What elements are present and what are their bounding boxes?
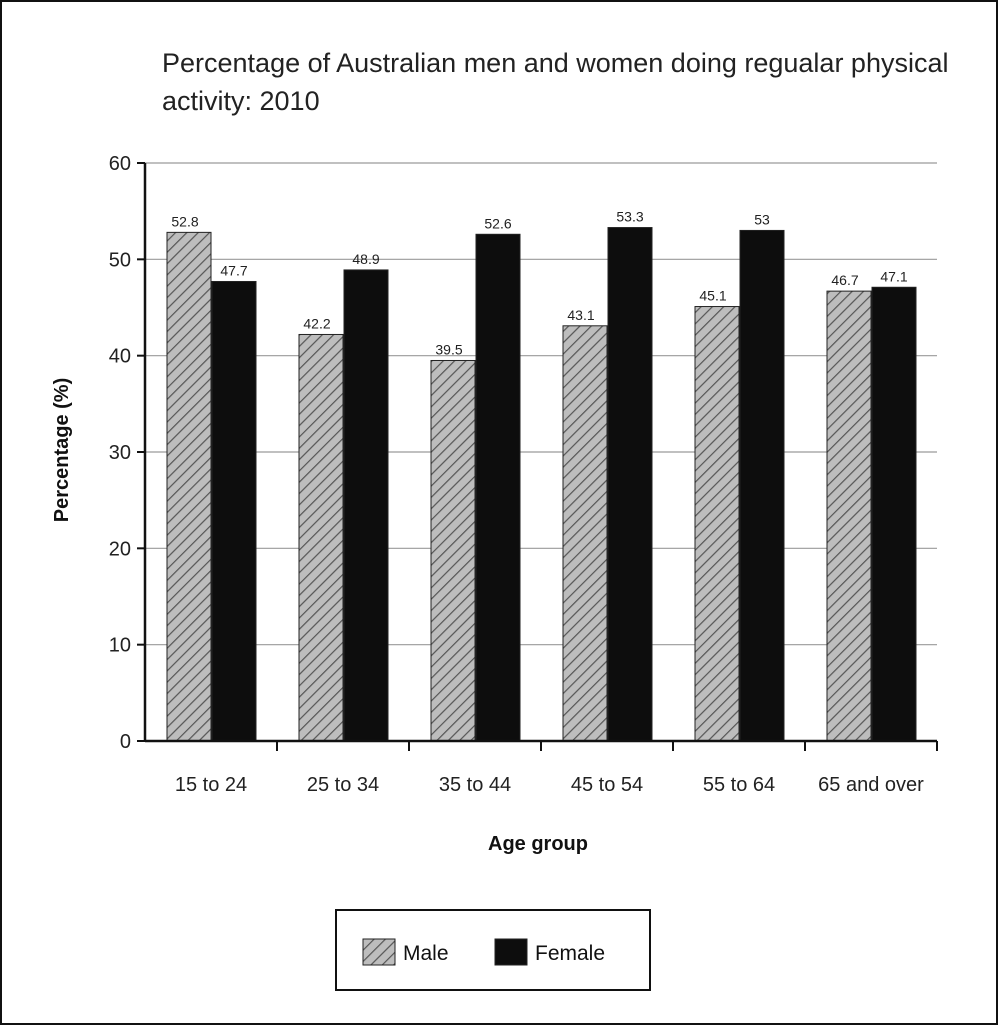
legend-label-female: Female — [535, 942, 605, 965]
y-axis-title: Percentage (%) — [51, 378, 73, 523]
bar-male — [298, 333, 344, 742]
data-label-female: 47.1 — [880, 268, 907, 284]
chart-title: Percentage of Australian men and women d… — [162, 48, 949, 116]
bar-male — [430, 359, 476, 742]
bar-male — [166, 231, 212, 742]
y-tick-label: 20 — [109, 538, 131, 560]
x-tick-label: 15 to 24 — [175, 774, 247, 796]
legend-swatch-male — [362, 938, 396, 966]
bar-female — [343, 269, 389, 742]
x-tick-label: 35 to 44 — [439, 774, 511, 796]
data-label-male: 42.2 — [303, 315, 330, 331]
data-label-male: 39.5 — [435, 341, 462, 357]
bar-male — [694, 306, 740, 742]
legend-swatch-female — [494, 938, 528, 966]
bar-male — [826, 290, 872, 742]
bar-female — [871, 286, 917, 742]
data-label-female: 47.7 — [220, 262, 247, 278]
bar-female — [475, 233, 521, 742]
x-tick-label: 45 to 54 — [571, 774, 643, 796]
data-label-male: 46.7 — [831, 272, 858, 288]
data-label-male: 52.8 — [171, 213, 198, 229]
y-tick-label: 0 — [120, 731, 131, 753]
x-tick-label: 25 to 34 — [307, 774, 379, 796]
bar-female — [211, 280, 257, 742]
bar-female — [607, 227, 653, 742]
x-tick-label: 55 to 64 — [703, 774, 775, 796]
axes: 0 10 20 30 40 50 60 15 to 24 25 to 34 35 to 44 45 … — [51, 153, 938, 855]
labels: 52.8 47.7 42.2 48.9 39.5 52.6 43.1 53.3 45.1 53 46… — [171, 209, 907, 358]
bar-female — [739, 229, 785, 742]
y-tick-label: 10 — [109, 635, 131, 657]
gridlines — [145, 162, 937, 646]
bars — [166, 227, 917, 742]
y-tick-label: 60 — [109, 153, 131, 175]
bar-male — [562, 325, 608, 742]
legend-label-male: Male — [403, 942, 449, 965]
y-tick-label: 40 — [109, 346, 131, 368]
y-tick-label: 30 — [109, 442, 131, 464]
data-label-female: 48.9 — [352, 251, 379, 267]
x-axis-title: Age group — [488, 833, 588, 855]
data-label-female: 53 — [754, 211, 770, 227]
x-tick-label: 65 and over — [818, 774, 924, 796]
y-tick-label: 50 — [109, 249, 131, 271]
data-label-male: 45.1 — [699, 288, 726, 304]
data-label-female: 53.3 — [616, 209, 643, 225]
data-label-male: 43.1 — [567, 307, 594, 323]
legend: Male Female — [335, 909, 651, 991]
data-label-female: 52.6 — [484, 215, 511, 231]
